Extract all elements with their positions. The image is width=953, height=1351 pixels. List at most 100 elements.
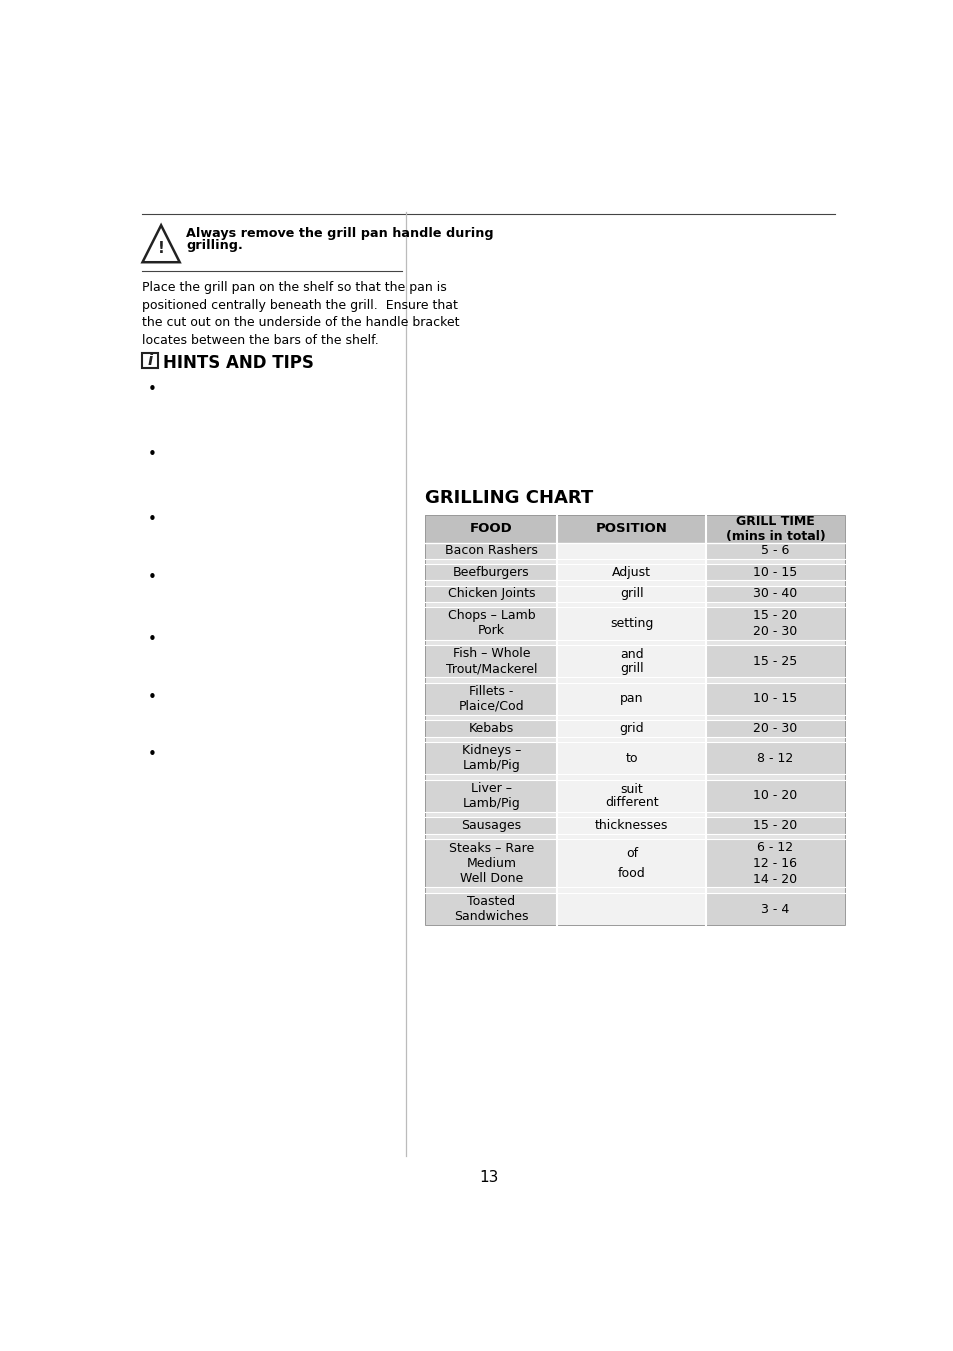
FancyBboxPatch shape [705,585,843,601]
FancyBboxPatch shape [705,780,843,812]
Text: Chicken Joints: Chicken Joints [447,588,535,600]
FancyBboxPatch shape [425,817,557,834]
FancyBboxPatch shape [705,623,843,639]
FancyBboxPatch shape [705,834,843,839]
FancyBboxPatch shape [425,543,557,559]
FancyBboxPatch shape [705,607,843,623]
Text: FOOD: FOOD [470,521,513,535]
Text: 15 - 20: 15 - 20 [753,819,797,832]
FancyBboxPatch shape [705,817,843,834]
Text: of: of [625,847,638,861]
Text: •: • [147,747,156,762]
FancyBboxPatch shape [425,812,557,817]
FancyBboxPatch shape [425,565,557,580]
Text: 14 - 20: 14 - 20 [753,873,797,886]
FancyBboxPatch shape [705,812,843,817]
FancyBboxPatch shape [705,774,843,780]
FancyBboxPatch shape [425,580,557,585]
Text: !: ! [157,240,164,255]
FancyBboxPatch shape [425,585,557,601]
Text: grill: grill [619,662,643,674]
FancyBboxPatch shape [705,736,843,742]
Text: 10 - 15: 10 - 15 [753,566,797,578]
Text: Place the grill pan on the shelf so that the pan is
positioned centrally beneath: Place the grill pan on the shelf so that… [142,281,459,347]
FancyBboxPatch shape [705,565,843,580]
FancyBboxPatch shape [705,639,843,644]
FancyBboxPatch shape [425,888,557,893]
Text: different: different [604,797,658,809]
Text: •: • [147,512,156,527]
FancyBboxPatch shape [425,893,557,925]
FancyBboxPatch shape [425,736,557,742]
FancyBboxPatch shape [705,871,843,888]
FancyBboxPatch shape [425,607,557,639]
Text: Beefburgers: Beefburgers [453,566,529,578]
Text: •: • [147,632,156,647]
Text: 3 - 4: 3 - 4 [760,902,789,916]
Text: HINTS AND TIPS: HINTS AND TIPS [163,354,314,372]
Text: setting: setting [610,617,653,630]
FancyBboxPatch shape [705,515,843,543]
Text: Steaks – Rare
Medium
Well Done: Steaks – Rare Medium Well Done [448,842,534,885]
FancyBboxPatch shape [425,720,557,736]
FancyBboxPatch shape [705,543,843,559]
Text: 5 - 6: 5 - 6 [760,544,789,557]
Text: GRILLING CHART: GRILLING CHART [425,489,593,508]
FancyBboxPatch shape [425,774,557,780]
Text: i: i [148,353,152,369]
Text: Kidneys –
Lamb/Pig: Kidneys – Lamb/Pig [461,744,520,773]
FancyBboxPatch shape [425,834,557,839]
Text: •: • [147,570,156,585]
Text: POSITION: POSITION [596,521,667,535]
FancyBboxPatch shape [557,515,705,543]
Text: 6 - 12: 6 - 12 [757,840,793,854]
FancyBboxPatch shape [705,839,843,855]
FancyBboxPatch shape [705,677,843,682]
Text: Liver –
Lamb/Pig: Liver – Lamb/Pig [462,782,519,809]
FancyBboxPatch shape [705,715,843,720]
Text: to: to [625,751,638,765]
FancyBboxPatch shape [425,677,557,682]
Text: •: • [147,447,156,462]
Text: Kebabs: Kebabs [468,721,514,735]
FancyBboxPatch shape [705,644,843,677]
Text: 15 - 20: 15 - 20 [753,609,797,621]
Text: •: • [147,381,156,397]
Text: Chops – Lamb
Pork: Chops – Lamb Pork [447,609,535,638]
Text: grill: grill [619,588,643,600]
Text: suit: suit [619,782,642,796]
FancyBboxPatch shape [705,601,843,607]
FancyBboxPatch shape [557,543,705,925]
FancyBboxPatch shape [425,780,557,812]
Text: 10 - 15: 10 - 15 [753,692,797,705]
Text: 30 - 40: 30 - 40 [753,588,797,600]
Text: GRILL TIME
(mins in total): GRILL TIME (mins in total) [725,515,824,543]
Text: food: food [618,867,645,881]
FancyBboxPatch shape [705,893,843,925]
FancyBboxPatch shape [425,515,557,543]
FancyBboxPatch shape [425,601,557,607]
Text: grid: grid [618,721,643,735]
Text: grilling.: grilling. [186,239,242,253]
FancyBboxPatch shape [705,559,843,565]
FancyBboxPatch shape [705,580,843,585]
FancyBboxPatch shape [705,682,843,715]
FancyBboxPatch shape [425,644,557,677]
Text: 20 - 30: 20 - 30 [753,721,797,735]
Text: thicknesses: thicknesses [595,819,668,832]
Text: 15 - 25: 15 - 25 [753,655,797,667]
FancyBboxPatch shape [705,720,843,736]
Text: 20 - 30: 20 - 30 [753,626,797,638]
Text: Fillets -
Plaice/Cod: Fillets - Plaice/Cod [458,685,524,713]
FancyBboxPatch shape [425,682,557,715]
Text: Fish – Whole
Trout/Mackerel: Fish – Whole Trout/Mackerel [445,647,537,676]
FancyBboxPatch shape [425,639,557,644]
Text: 10 - 20: 10 - 20 [753,789,797,802]
Text: •: • [147,689,156,705]
FancyBboxPatch shape [425,715,557,720]
FancyBboxPatch shape [142,353,158,369]
FancyBboxPatch shape [705,742,843,774]
Text: and: and [619,648,643,661]
Text: Bacon Rashers: Bacon Rashers [444,544,537,557]
Text: Always remove the grill pan handle during: Always remove the grill pan handle durin… [186,227,493,239]
